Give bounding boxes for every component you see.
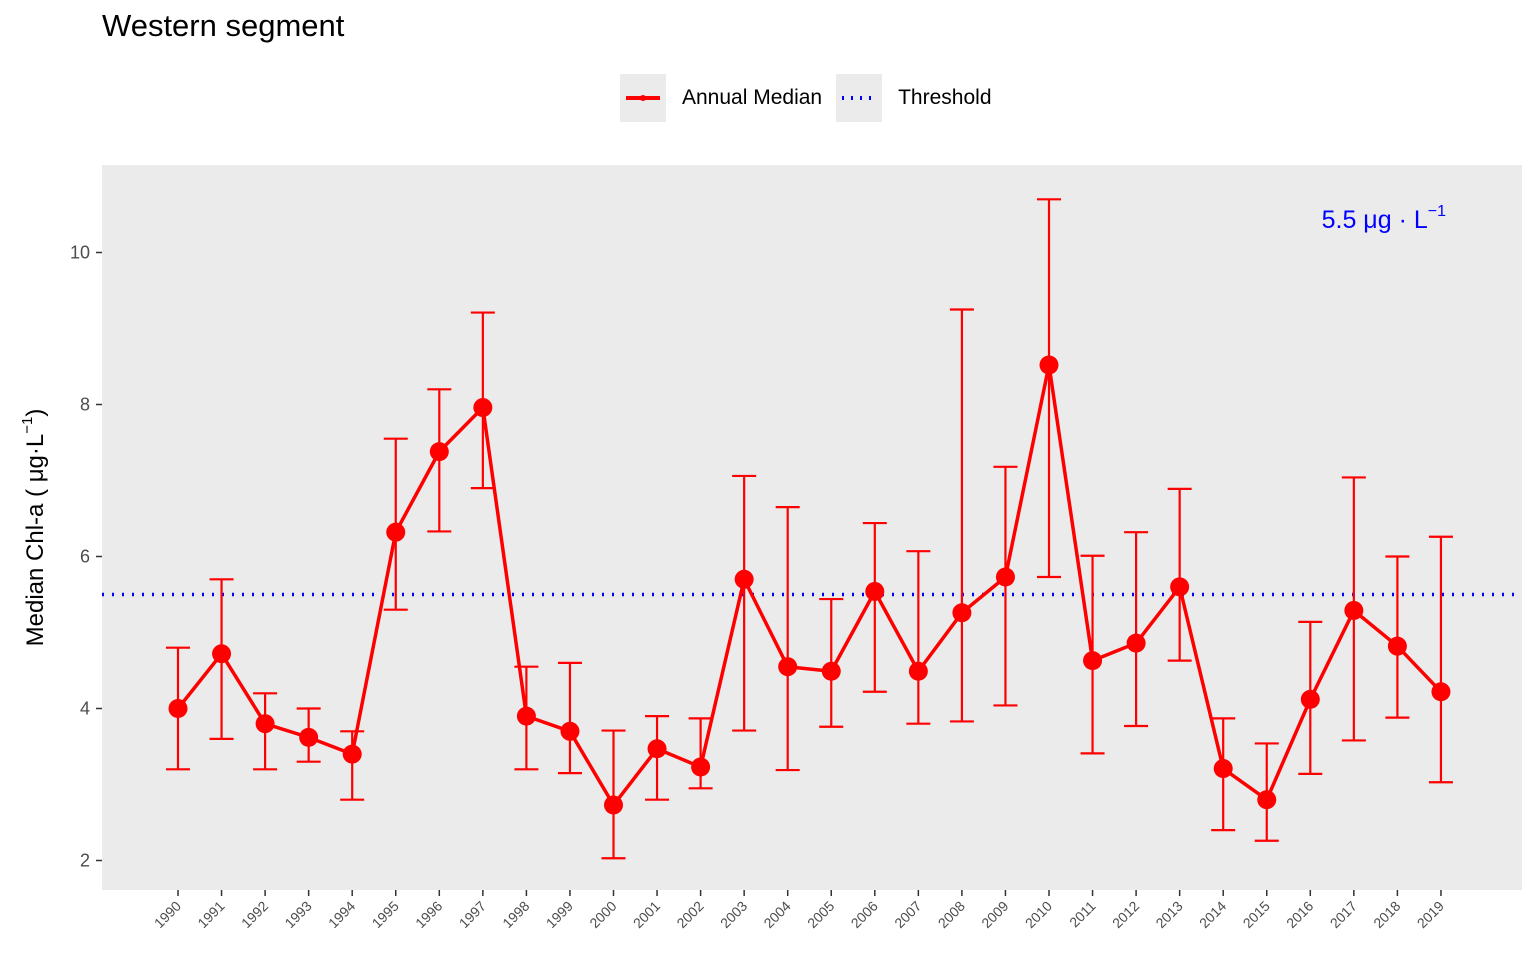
data-point — [255, 714, 275, 734]
data-point — [473, 398, 493, 418]
x-tick-label: 2008 — [935, 898, 968, 931]
error-bar — [601, 729, 626, 860]
x-tick-label: 2011 — [1066, 898, 1099, 931]
data-point — [1213, 759, 1233, 779]
data-point — [604, 795, 623, 815]
plot-panel — [102, 165, 1522, 890]
data-point — [1083, 651, 1103, 671]
data-point — [647, 739, 667, 759]
y-axis: 2 4 6 8 10 — [70, 243, 102, 871]
point-layer — [168, 355, 1451, 815]
x-tick-label: 1991 — [194, 898, 227, 931]
data-point — [299, 727, 319, 747]
x-tick-label: 2015 — [1240, 898, 1273, 931]
x-tick-label: 1993 — [281, 898, 314, 931]
data-point — [168, 699, 188, 718]
x-tick-label: 2003 — [717, 898, 750, 931]
x-tick-label: 1999 — [543, 898, 576, 931]
error-bar — [1428, 535, 1453, 784]
y-tick-label: 10 — [70, 243, 90, 263]
x-tick-label: 1996 — [412, 898, 445, 931]
data-point — [952, 603, 972, 623]
error-bar — [732, 474, 757, 732]
legend: Annual Median Threshold — [620, 74, 1006, 122]
x-tick-label: 1997 — [456, 898, 489, 931]
data-point — [1126, 633, 1146, 653]
legend-dotted-line-icon — [842, 96, 877, 100]
error-bar — [775, 506, 800, 772]
data-point — [1431, 682, 1451, 702]
error-bar — [862, 521, 887, 693]
x-tick-label: 2013 — [1152, 898, 1185, 931]
data-point — [1344, 600, 1364, 620]
data-point — [778, 657, 798, 677]
x-tick-label: 2009 — [978, 898, 1011, 931]
x-tick-label: 2017 — [1327, 898, 1360, 931]
y-tick-label: 8 — [80, 395, 90, 415]
data-point — [429, 442, 449, 462]
data-point — [386, 522, 406, 542]
x-tick-label: 2007 — [891, 898, 924, 931]
x-tick-label: 2004 — [760, 898, 793, 931]
y-tick-label: 6 — [80, 547, 90, 567]
data-point — [212, 644, 232, 664]
data-point — [908, 661, 928, 681]
threshold-annotation: 5.5 μg · L−1 — [1322, 203, 1446, 234]
data-point — [865, 581, 885, 601]
data-point — [691, 757, 711, 777]
data-point — [734, 569, 754, 589]
x-tick-label: 2001 — [630, 898, 663, 931]
x-tick-label: 1995 — [369, 898, 402, 931]
data-point — [821, 661, 841, 681]
error-bar — [688, 717, 713, 790]
x-tick-label: 2019 — [1414, 898, 1447, 931]
error-bar — [949, 308, 974, 723]
x-tick-label: 2018 — [1370, 898, 1403, 931]
error-bar — [1167, 487, 1192, 662]
x-tick-label: 1992 — [238, 898, 271, 931]
x-axis: 1990 1991 1992 1993 1994 1995 1996 1997 1998 1999… — [151, 890, 1447, 931]
x-tick-label: 2005 — [804, 898, 837, 931]
x-tick-label: 2010 — [1022, 898, 1055, 931]
data-point — [995, 567, 1015, 587]
data-point — [1170, 577, 1190, 597]
legend-line-marker-icon — [626, 95, 660, 101]
legend-key-annual-median — [620, 74, 666, 122]
error-bar — [906, 550, 931, 725]
legend-label-annual-median: Annual Median — [682, 86, 823, 109]
data-point — [1387, 636, 1407, 656]
x-tick-label: 1994 — [325, 898, 358, 931]
x-tick-label: 2014 — [1196, 898, 1229, 931]
x-tick-label: 2000 — [586, 898, 619, 931]
data-point — [342, 744, 362, 764]
legend-label-threshold: Threshold — [898, 86, 992, 109]
chart-title: Western segment — [102, 8, 345, 43]
error-bar — [1124, 531, 1149, 728]
y-tick-label: 4 — [80, 699, 90, 719]
data-point — [560, 721, 580, 741]
x-tick-label: 2016 — [1283, 898, 1316, 931]
x-tick-label: 1998 — [499, 898, 532, 931]
x-tick-label: 2012 — [1109, 898, 1142, 931]
x-tick-label: 1990 — [151, 898, 184, 931]
data-point — [516, 706, 536, 726]
x-tick-label: 2006 — [848, 898, 881, 931]
legend-key-threshold — [836, 74, 883, 122]
error-bar — [340, 730, 365, 801]
data-point — [1300, 689, 1320, 709]
error-bar — [557, 661, 582, 775]
y-tick-label: 2 — [80, 851, 90, 871]
error-bar — [1037, 198, 1061, 579]
y-axis-title: Median Chl-a ( μg·L−1) — [19, 409, 49, 647]
data-point — [1039, 355, 1059, 375]
data-point — [1257, 790, 1277, 810]
x-tick-label: 2002 — [673, 898, 706, 931]
